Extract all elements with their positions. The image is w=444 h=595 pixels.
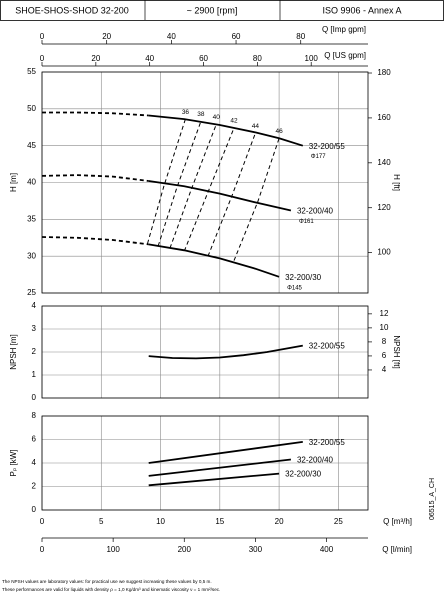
y-tick-label: 55 bbox=[27, 67, 36, 76]
curve-diameter: Φ145 bbox=[287, 285, 302, 291]
axis-tick-label: 300 bbox=[249, 545, 263, 554]
curve bbox=[148, 114, 304, 147]
axis-tick-label: 80 bbox=[253, 54, 262, 63]
y2-tick-label: 140 bbox=[377, 158, 391, 167]
header-speed: ~ 2900 [rpm] bbox=[187, 5, 238, 15]
efficiency-label: 40 bbox=[213, 114, 221, 121]
x-axis-label: Q [m³/h] bbox=[383, 517, 412, 526]
y2-tick-label: 120 bbox=[377, 203, 391, 212]
curve bbox=[148, 180, 292, 212]
curve-label: 32-200/55 bbox=[309, 142, 346, 151]
y-axis-label: Pₚ [kW] bbox=[9, 450, 18, 477]
curve bbox=[148, 344, 303, 360]
plot-frame bbox=[41, 305, 369, 399]
plot-frame bbox=[41, 71, 369, 294]
efficiency-curve bbox=[147, 118, 186, 244]
efficiency-curve bbox=[183, 127, 235, 252]
curve-diameter: Φ161 bbox=[299, 219, 314, 225]
axis-tick-label: 40 bbox=[167, 32, 176, 41]
y2-tick-label: 180 bbox=[377, 68, 391, 77]
y2-tick-label: 12 bbox=[380, 309, 389, 318]
y2-tick-label: 160 bbox=[377, 113, 391, 122]
curve-label: 32-200/55 bbox=[309, 438, 346, 447]
efficiency-label: 46 bbox=[275, 128, 283, 135]
axis-tick-label: 20 bbox=[91, 54, 100, 63]
y-tick-label: 35 bbox=[27, 214, 36, 223]
efficiency-label: 42 bbox=[230, 118, 238, 125]
axis-tick-label: 0 bbox=[40, 54, 45, 63]
curve-label: 32-200/40 bbox=[297, 207, 334, 216]
x-tick-label: 25 bbox=[334, 517, 343, 526]
footnote: These performances are valid for liquids… bbox=[2, 587, 220, 592]
y-tick-label: 3 bbox=[32, 324, 37, 333]
axis-tick-label: 40 bbox=[145, 54, 154, 63]
curve bbox=[41, 174, 149, 182]
y-tick-label: 45 bbox=[27, 141, 36, 150]
efficiency-curve bbox=[157, 121, 202, 247]
efficiency-curve bbox=[207, 132, 256, 257]
curve bbox=[148, 458, 292, 477]
axis-tick-label: 0 bbox=[40, 545, 45, 554]
axis-tick-label: 0 bbox=[40, 32, 45, 41]
axis-tick-label: 60 bbox=[232, 32, 241, 41]
curve bbox=[41, 236, 149, 246]
x-tick-label: 5 bbox=[99, 517, 104, 526]
efficiency-label: 38 bbox=[197, 111, 205, 118]
curve bbox=[42, 111, 149, 117]
y-tick-label: 8 bbox=[32, 411, 37, 420]
y-tick-label: 30 bbox=[27, 251, 36, 260]
curve-label: 32-200/30 bbox=[285, 273, 322, 282]
y2-axis-label: H [ft] bbox=[392, 174, 401, 191]
y2-tick-label: 8 bbox=[382, 337, 387, 346]
header-model: SHOE-SHOS-SHOD 32-200 bbox=[15, 5, 129, 15]
y-tick-label: 2 bbox=[32, 482, 37, 491]
y-tick-label: 0 bbox=[32, 505, 37, 514]
x-tick-label: 10 bbox=[156, 517, 165, 526]
axis-title: Q [l/min] bbox=[382, 545, 412, 554]
axis-tick-label: 400 bbox=[320, 545, 334, 554]
y2-tick-label: 100 bbox=[377, 248, 391, 257]
y-tick-label: 50 bbox=[27, 104, 36, 113]
axis-tick-label: 100 bbox=[106, 545, 120, 554]
y2-axis-label: NPSH [ft] bbox=[392, 335, 401, 368]
y-tick-label: 25 bbox=[27, 288, 36, 297]
curve bbox=[148, 441, 303, 464]
y-tick-label: 2 bbox=[32, 347, 37, 356]
y-tick-label: 4 bbox=[32, 458, 37, 467]
axis-tick-label: 200 bbox=[178, 545, 192, 554]
header-standard: ISO 9906 - Annex A bbox=[322, 5, 401, 15]
y-tick-label: 40 bbox=[27, 178, 36, 187]
x-tick-label: 0 bbox=[40, 517, 45, 526]
axis-title: Q [US gpm] bbox=[324, 51, 366, 60]
y-tick-label: 1 bbox=[32, 370, 37, 379]
x-tick-label: 20 bbox=[275, 517, 284, 526]
y-axis-label: NPSH [m] bbox=[9, 334, 18, 370]
y2-tick-label: 6 bbox=[382, 351, 387, 360]
curve bbox=[148, 472, 280, 487]
efficiency-curve bbox=[233, 138, 280, 261]
curve-label: 32-200/40 bbox=[297, 456, 334, 465]
curve-label: 32-200/55 bbox=[309, 342, 346, 351]
y-tick-label: 4 bbox=[32, 301, 37, 310]
efficiency-label: 36 bbox=[182, 109, 190, 116]
y-tick-label: 6 bbox=[32, 435, 37, 444]
curve-diameter: Φ177 bbox=[311, 154, 326, 160]
curve bbox=[148, 243, 280, 278]
y2-tick-label: 10 bbox=[380, 323, 389, 332]
x-tick-label: 15 bbox=[215, 517, 224, 526]
efficiency-label: 44 bbox=[252, 123, 260, 130]
y2-tick-label: 4 bbox=[382, 365, 387, 374]
axis-tick-label: 100 bbox=[305, 54, 319, 63]
y-tick-label: 0 bbox=[32, 393, 37, 402]
axis-tick-label: 80 bbox=[296, 32, 305, 41]
axis-tick-label: 60 bbox=[199, 54, 208, 63]
footnote: The NPSH values are laboratory values: f… bbox=[2, 579, 212, 584]
axis-title: Q [Imp gpm] bbox=[322, 25, 366, 34]
plot-frame bbox=[41, 415, 369, 511]
curve-label: 32-200/30 bbox=[285, 470, 322, 479]
drawing-code: 06515_A_CH bbox=[429, 478, 436, 520]
axis-tick-label: 20 bbox=[102, 32, 111, 41]
y-axis-label: H [m] bbox=[9, 173, 18, 192]
